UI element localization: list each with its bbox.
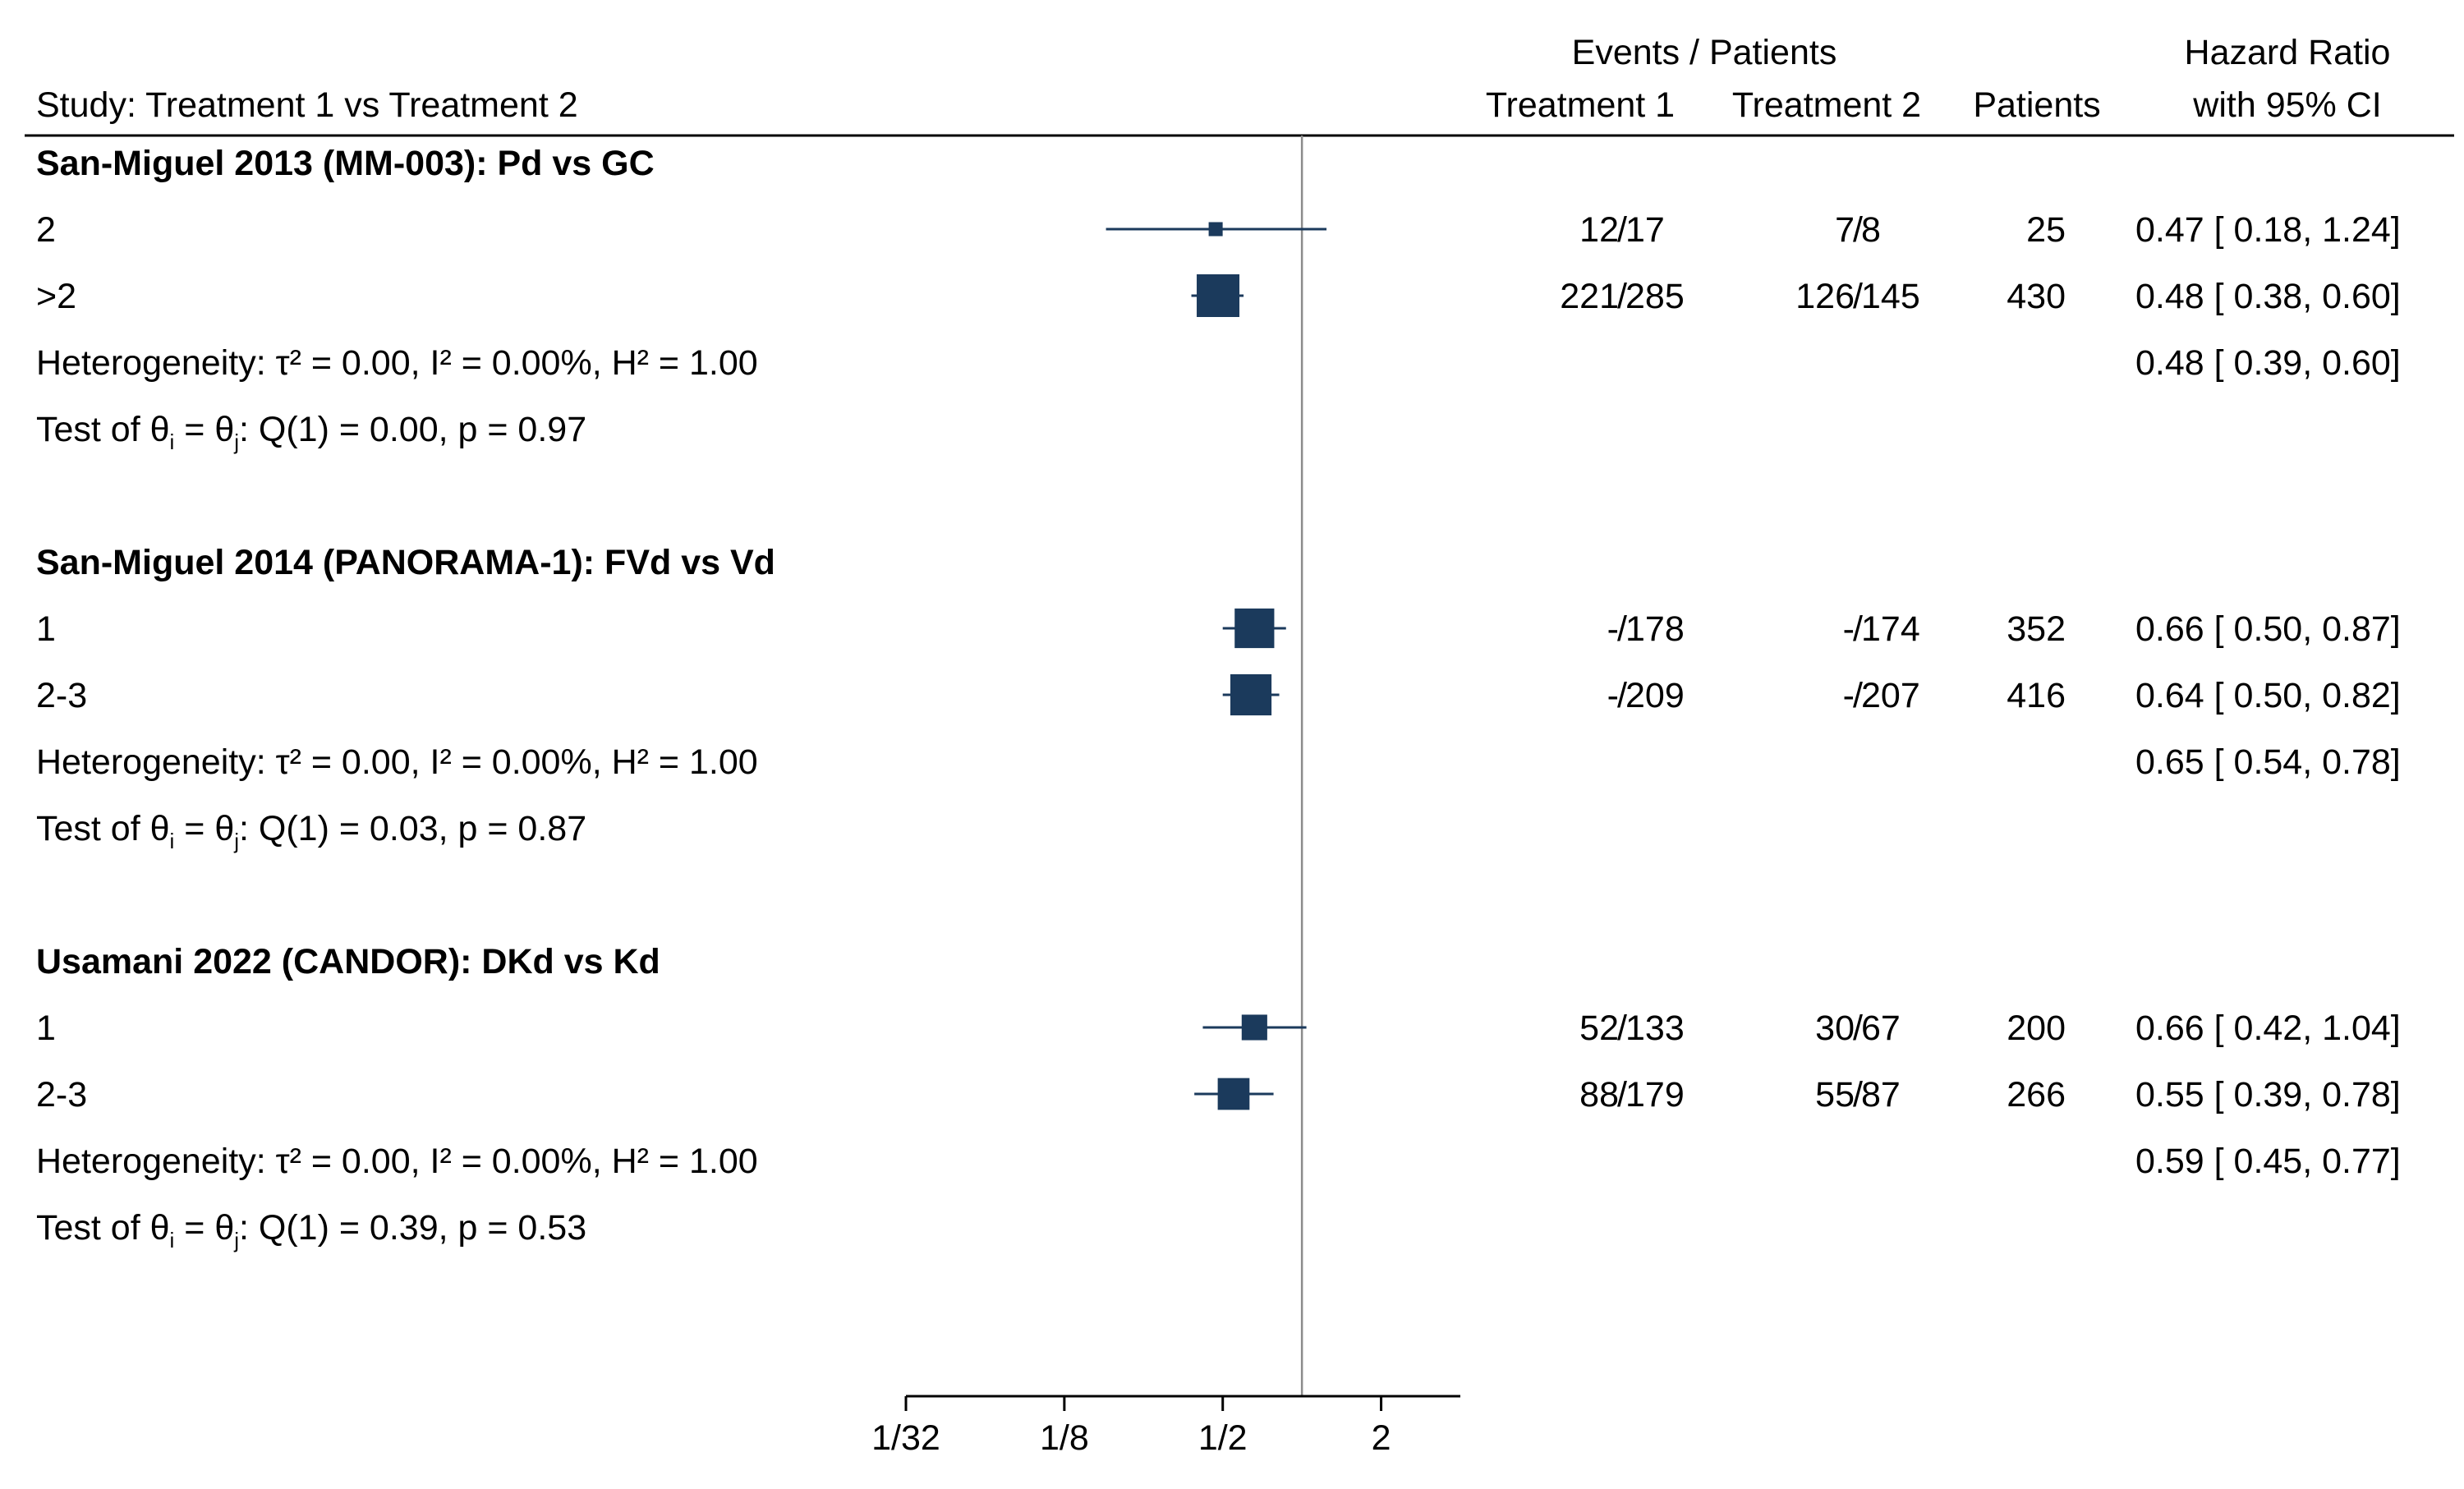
group-3-row-1-treatment-2-slash: / — [1853, 1009, 1863, 1048]
group-2-row-1-treatment-2-slash: / — [1853, 609, 1863, 649]
group-1-row-2-hr-ci: 0.48 [ 0.38, 0.60] — [2135, 277, 2401, 316]
group-2-title: San-Miguel 2014 (PANORAMA-1): FVd vs Vd — [36, 543, 775, 582]
group-3-row-2-treatment-2-total: 87 — [1861, 1075, 1901, 1114]
header-with-ci: with 95% CI — [2192, 85, 2381, 125]
x-tick-label-4: 2 — [1372, 1418, 1391, 1458]
group-3-row-2-patients: 266 — [2007, 1075, 2066, 1114]
group-2-test: Test of θi = θj: Q(1) = 0.03, p = 0.87 — [36, 809, 586, 853]
group-2-row-2-treatment-1-slash: / — [1617, 676, 1627, 715]
group-3-row-1-label: 1 — [36, 1009, 56, 1048]
group-1-row-2-treatment-2-slash: / — [1853, 277, 1863, 316]
header-hazard-ratio: Hazard Ratio — [2185, 33, 2391, 72]
group-1-title: San-Miguel 2013 (MM-003): Pd vs GC — [36, 144, 655, 183]
group-2-row-2-treatment-2-events: - — [1843, 676, 1855, 715]
group-2-row-1-treatment-2-events: - — [1843, 609, 1855, 649]
header-events-patients: Events / Patients — [1572, 33, 1837, 72]
group-1-row-1-treatment-1-total: 17 — [1625, 210, 1665, 250]
group-2-row-2-treatment-2-slash: / — [1853, 676, 1863, 715]
x-tick-label-1: 1/32 — [871, 1418, 940, 1458]
group-3-row-1-treatment-2-events: 30 — [1815, 1009, 1855, 1048]
group-3-row-1-marker — [1241, 1014, 1267, 1041]
group-3-row-2-treatment-2-slash: / — [1853, 1075, 1863, 1114]
header-patients: Patients — [1973, 85, 2100, 125]
group-2-row-1-treatment-1-slash: / — [1617, 609, 1627, 649]
header-treatment-1: Treatment 1 — [1486, 85, 1675, 125]
group-2-heterogeneity: Heterogeneity: τ² = 0.00, I² = 0.00%, H²… — [36, 742, 758, 782]
x-tick-label-3: 1/2 — [1198, 1418, 1248, 1458]
group-1-test: Test of θi = θj: Q(1) = 0.00, p = 0.97 — [36, 410, 586, 454]
group-3-row-2-treatment-1-events: 88 — [1579, 1075, 1619, 1114]
group-1-row-1-label: 2 — [36, 210, 56, 250]
group-3-row-1-hr-ci: 0.66 [ 0.42, 1.04] — [2135, 1009, 2401, 1048]
group-3-test: Test of θi = θj: Q(1) = 0.39, p = 0.53 — [36, 1208, 586, 1252]
group-1-row-1-marker — [1208, 222, 1223, 237]
group-1-row-1-treatment-1-slash: / — [1617, 210, 1627, 250]
group-1-pooled-hr-ci: 0.48 [ 0.39, 0.60] — [2135, 343, 2401, 383]
group-3-heterogeneity: Heterogeneity: τ² = 0.00, I² = 0.00%, H²… — [36, 1142, 758, 1181]
group-3-row-1-patients: 200 — [2007, 1009, 2066, 1048]
group-1-row-2-treatment-1-total: 285 — [1625, 277, 1685, 316]
group-1-row-1-treatment-2-events: 7 — [1835, 210, 1855, 250]
group-1-row-2-marker — [1197, 274, 1240, 317]
group-1-row-1-treatment-2-slash: / — [1853, 210, 1863, 250]
x-tick-label-2: 1/8 — [1040, 1418, 1089, 1458]
group-1-row-2-treatment-2-total: 145 — [1861, 277, 1920, 316]
group-3-title: Usamani 2022 (CANDOR): DKd vs Kd — [36, 942, 660, 981]
group-2-row-1-label: 1 — [36, 609, 56, 649]
group-2-row-2-patients: 416 — [2007, 676, 2066, 715]
group-1-row-2-patients: 430 — [2007, 277, 2066, 316]
group-2-row-1-treatment-1-events: - — [1607, 609, 1619, 649]
group-1-row-1-treatment-2-total: 8 — [1861, 210, 1881, 250]
plot-layer: San-Miguel 2013 (MM-003): Pd vs GC2 12/17… — [36, 136, 2401, 1458]
group-3-pooled-hr-ci: 0.59 [ 0.45, 0.77] — [2135, 1142, 2401, 1181]
group-1-row-2-treatment-2-events: 126 — [1795, 277, 1855, 316]
group-3-row-1-treatment-2-total: 67 — [1861, 1009, 1901, 1048]
group-1-row-2-treatment-1-events: 221 — [1560, 277, 1619, 316]
group-1-row-1-patients: 25 — [2026, 210, 2066, 250]
group-2-row-1-patients: 352 — [2007, 609, 2066, 649]
group-2-row-1-treatment-2-total: 174 — [1861, 609, 1920, 649]
group-3-row-1-treatment-1-events: 52 — [1579, 1009, 1619, 1048]
group-3-row-2-marker — [1217, 1078, 1250, 1110]
group-2-row-2-treatment-1-events: - — [1607, 676, 1619, 715]
group-2-row-2-marker — [1230, 673, 1272, 716]
group-3-row-2-treatment-1-total: 179 — [1625, 1075, 1685, 1114]
group-2-row-1-marker — [1234, 608, 1275, 649]
group-2-row-2-label: 2-3 — [36, 676, 87, 715]
group-3-row-1-treatment-1-slash: / — [1617, 1009, 1627, 1048]
header-study: Study: Treatment 1 vs Treatment 2 — [36, 85, 578, 125]
group-3-row-2-treatment-2-events: 55 — [1815, 1075, 1855, 1114]
group-2-row-2-treatment-1-total: 209 — [1625, 676, 1685, 715]
group-2-row-2-hr-ci: 0.64 [ 0.50, 0.82] — [2135, 676, 2401, 715]
group-3-row-2-hr-ci: 0.55 [ 0.39, 0.78] — [2135, 1075, 2401, 1114]
group-1-row-2-label: >2 — [36, 277, 76, 316]
group-2-row-2-treatment-2-total: 207 — [1861, 676, 1920, 715]
group-1-row-1-hr-ci: 0.47 [ 0.18, 1.24] — [2135, 210, 2401, 250]
group-3-row-2-label: 2-3 — [36, 1075, 87, 1114]
group-1-row-1-treatment-1-events: 12 — [1579, 210, 1619, 250]
group-3-row-2-treatment-1-slash: / — [1617, 1075, 1627, 1114]
group-3-row-1-treatment-1-total: 133 — [1625, 1009, 1685, 1048]
header-treatment-2: Treatment 2 — [1732, 85, 1921, 125]
group-2-row-1-treatment-1-total: 178 — [1625, 609, 1685, 649]
group-2-pooled-hr-ci: 0.65 [ 0.54, 0.78] — [2135, 742, 2401, 782]
group-2-row-1-hr-ci: 0.66 [ 0.50, 0.87] — [2135, 609, 2401, 649]
group-1-row-2-treatment-1-slash: / — [1617, 277, 1627, 316]
group-1-heterogeneity: Heterogeneity: τ² = 0.00, I² = 0.00%, H²… — [36, 343, 758, 383]
